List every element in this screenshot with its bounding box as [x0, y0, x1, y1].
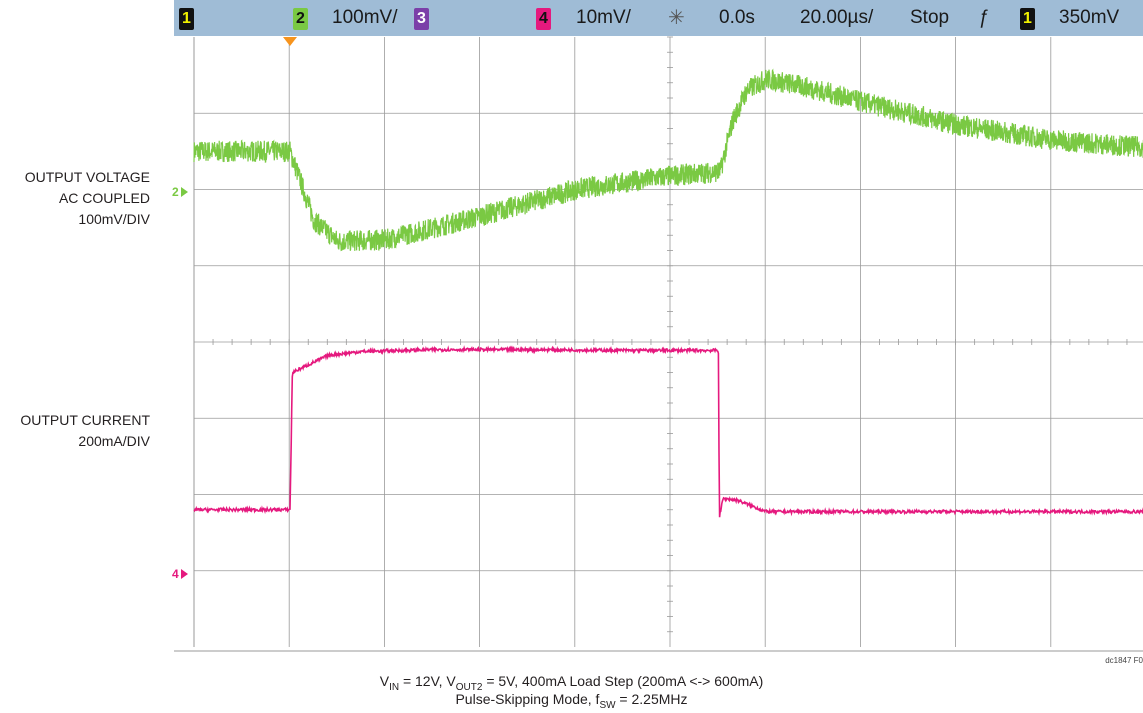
caption-frequency: = 2.25MHz: [615, 691, 688, 707]
output-voltage-label-line1: OUTPUT VOLTAGE: [24, 169, 150, 185]
acquire-sparkle-icon: ✳: [668, 7, 685, 29]
ch4-ground-marker-icon: 4: [172, 567, 188, 581]
ch3-marker-icon: 3: [414, 8, 429, 30]
run-state: Stop: [910, 7, 950, 28]
trigger-level: 350mV: [1059, 7, 1120, 28]
output-voltage-label-line3: 100mV/DIV: [78, 211, 150, 227]
caption-line2: Pulse-Skipping Mode, fSW = 2.25MHz: [0, 691, 1143, 711]
ch2-scale: 100mV/: [332, 7, 398, 28]
output-current-label-line1: OUTPUT CURRENT: [20, 412, 150, 428]
time-scale: 20.00µs/: [800, 7, 874, 28]
output-current-label: OUTPUT CURRENT 200mA/DIV: [20, 410, 150, 452]
plot-grid: [174, 36, 1143, 652]
output-current-trace: [193, 345, 1143, 518]
caption-v-out-sub: OUT2: [455, 682, 483, 693]
ch2-ground-marker-label: 2: [172, 185, 179, 199]
caption-v-in-sub: IN: [389, 682, 400, 693]
caption-line1: VIN = 12V, VOUT2 = 5V, 400mA Load Step (…: [0, 673, 1143, 693]
figure-id: dc1847 F0: [1105, 656, 1143, 665]
caption-load-step: = 5V, 400mA Load Step (200mA <-> 600mA): [482, 673, 764, 689]
output-voltage-trace: [193, 68, 1143, 252]
scope-header-bar: 1 2 100mV/ 3 4 10mV/ ✳ 0.0s 20.00µs/ Sto…: [174, 0, 1143, 36]
trigger-position-icon: [283, 37, 297, 46]
output-voltage-label-line2: AC COUPLED: [58, 190, 150, 206]
caption-fsw-sub: SW: [599, 700, 616, 711]
ch4-marker-icon: 4: [536, 8, 551, 30]
ch4-scale: 10mV/: [576, 7, 631, 28]
caption-v-out: = 12V, V: [399, 673, 456, 689]
ch1-marker-icon: 1: [179, 8, 194, 30]
ch4-ground-marker-label: 4: [172, 567, 179, 581]
ch2-marker-icon: 2: [293, 8, 308, 30]
trigger-channel-icon: 1: [1020, 8, 1035, 30]
trigger-edge-icon: ƒ: [978, 7, 989, 28]
caption-mode: Pulse-Skipping Mode, f: [455, 691, 600, 707]
ch2-ground-marker-icon: 2: [172, 185, 188, 199]
caption-v-in: V: [379, 673, 390, 689]
output-current-label-line2: 200mA/DIV: [78, 433, 150, 449]
output-voltage-label: OUTPUT VOLTAGE AC COUPLED 100mV/DIV: [25, 167, 150, 230]
time-offset: 0.0s: [719, 7, 755, 28]
